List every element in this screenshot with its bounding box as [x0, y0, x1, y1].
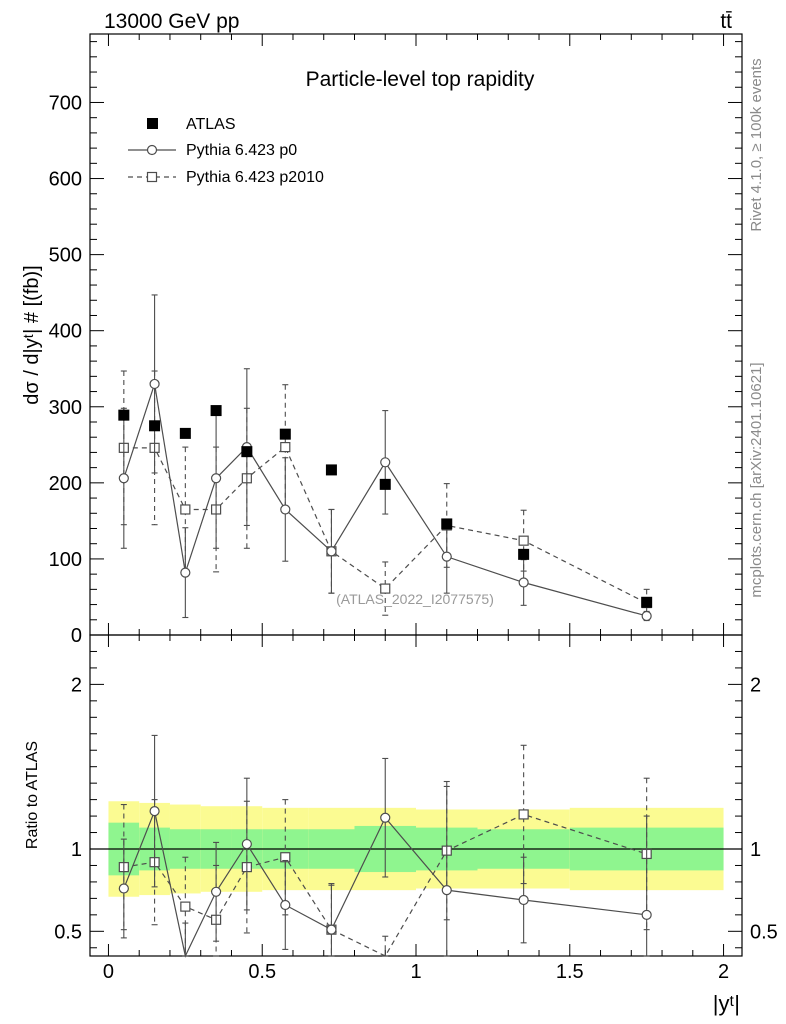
p0-point	[380, 457, 391, 468]
atlas-point	[325, 464, 337, 476]
ratio-y-tick-label: 0.5	[54, 921, 82, 943]
atlas-point	[118, 409, 130, 421]
p2010-point	[380, 583, 391, 594]
main-chart-title: Particle-level top rapidity	[306, 68, 535, 91]
p2010-line	[123, 446, 647, 604]
ratio-p0-point	[518, 894, 529, 906]
p0-point	[518, 577, 529, 588]
atlas-point	[241, 446, 253, 458]
legend-p2010-marker	[146, 171, 158, 183]
ratio-y-tick-label-right: 2	[750, 674, 761, 696]
legend-p0-label: Pythia 6.423 p0	[186, 142, 297, 159]
ratio-p0-point	[280, 899, 291, 911]
p2010-point	[180, 504, 191, 515]
collision-label: 13000 GeV pp	[104, 10, 239, 33]
atlas-point	[179, 427, 191, 439]
p0-point	[118, 473, 129, 484]
p0-point	[441, 551, 452, 562]
ratio-y-tick-label-right: 0.5	[750, 921, 778, 943]
ratio-p0-point	[326, 924, 337, 935]
main-y-tick-label: 200	[49, 473, 82, 495]
main-y-tick-label: 600	[49, 169, 82, 191]
ratio-p0-point	[441, 885, 452, 896]
ratio-p2010-point	[180, 901, 191, 912]
x-axis-label: |yᵗ|	[713, 991, 740, 1016]
main-y-tick-label: 100	[49, 549, 82, 571]
ratio-p0-point	[641, 909, 652, 920]
axis-ticks: 0 0.5 1 1.5 2 0 100 200 300 400 500 600 700 0.5 0.5 1 1 2…	[49, 34, 778, 983]
atlas-point	[518, 548, 530, 560]
p0-point	[180, 567, 191, 578]
legend-atlas-marker	[147, 118, 158, 129]
p0-point	[149, 378, 160, 390]
mcplots-source-label: mcplots.cern.ch [arXiv:2401.10621]	[748, 362, 765, 597]
atlas-point	[379, 478, 391, 490]
p2010-point	[280, 441, 291, 453]
atlas-point	[641, 596, 653, 608]
ratio-p0-point	[118, 883, 129, 894]
x-tick-label: 0	[103, 961, 114, 983]
ratio-p0-point	[380, 812, 391, 823]
p2010-point	[518, 535, 529, 546]
main-y-tick-label: 300	[49, 397, 82, 419]
x-tick-label: 1	[410, 961, 421, 983]
ratio-y-tick-label: 1	[71, 839, 82, 861]
p0-point	[280, 504, 291, 515]
ratio-y-axis-label: Ratio to ATLAS	[24, 741, 41, 849]
p0-point	[210, 473, 222, 484]
x-tick-label: 1.5	[556, 961, 584, 983]
main-y-tick-label: 700	[49, 92, 82, 114]
ratio-y-tick-label: 2	[71, 674, 82, 696]
analysis-watermark: (ATLAS_2022_I2077575)	[336, 591, 494, 607]
ratio-p0-point	[210, 886, 222, 897]
atlas-point	[441, 518, 453, 530]
p0-point	[326, 546, 337, 557]
x-tick-label: 0.5	[248, 961, 276, 983]
main-y-tick-label: 400	[49, 321, 82, 343]
ratio-p0-point	[241, 838, 252, 850]
main-y-tick-label: 0	[71, 625, 82, 647]
legend-atlas-label: ATLAS	[186, 116, 236, 133]
rivet-version-label: Rivet 4.1.0, ≥ 100k events	[748, 58, 765, 231]
atlas-point	[149, 420, 161, 432]
ratio-y-tick-label-right: 1	[750, 839, 761, 861]
main-plot-marks	[118, 294, 653, 622]
ratio-p0-point	[149, 806, 160, 817]
main-y-tick-label: 500	[49, 245, 82, 267]
x-tick-label: 2	[718, 961, 729, 983]
main-y-axis-label: dσ / d|yᵗ| # [(fb)]	[21, 265, 43, 404]
atlas-point	[210, 405, 222, 417]
p0-point	[641, 610, 652, 622]
legend-p0-marker	[146, 144, 158, 156]
ratio-plot-marks	[118, 734, 652, 958]
process-label: tt̄	[720, 10, 732, 33]
legend: ATLAS Pythia 6.423 p0 Pythia 6.423 p2010	[128, 116, 324, 186]
ratio-p2010-point	[518, 809, 529, 820]
atlas-point	[279, 428, 291, 440]
legend-p2010-label: Pythia 6.423 p2010	[186, 169, 324, 186]
